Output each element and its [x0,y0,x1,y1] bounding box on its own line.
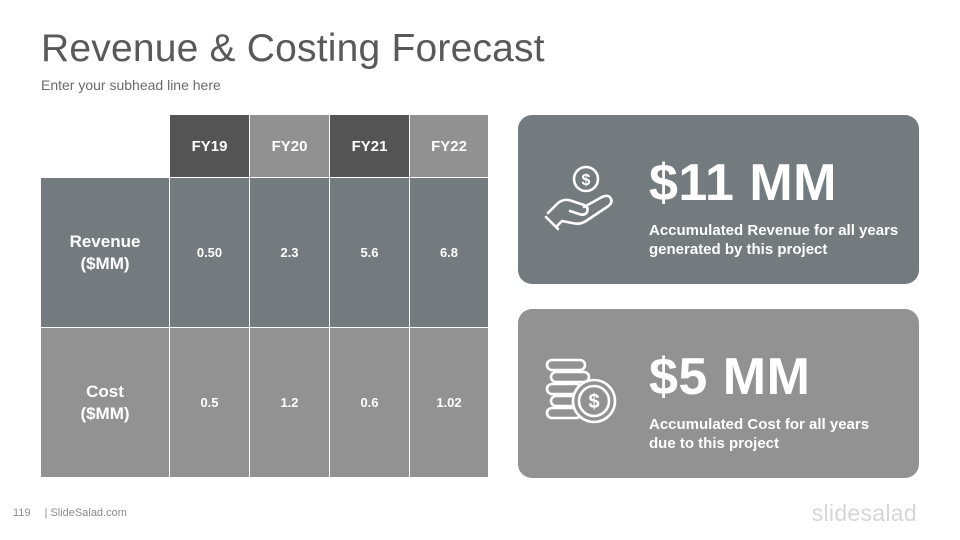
row-header-cost: Cost ($MM) [41,328,169,477]
column-header-fy21: FY21 [330,115,409,177]
row-header-revenue: Revenue ($MM) [41,178,169,327]
brand-logo: slidesalad [811,500,917,526]
svg-text:$: $ [588,391,599,413]
footer: 119 | SlideSalad.com [13,507,127,519]
column-header-fy22: FY22 [410,115,488,177]
page-number: 119 [13,507,31,519]
table-cell-cost-fy20: 1.2 [250,328,329,477]
hand-coin-icon: $ [544,165,613,231]
column-header-fy20: FY20 [250,115,329,177]
footer-site-link: | SlideSalad.com [44,507,127,519]
coin-stack-icon: $ [545,358,617,424]
table-cell-revenue-fy21: 5.6 [330,178,409,327]
table-cell-revenue-fy20: 2.3 [250,178,329,327]
table-cell-revenue-fy22: 6.8 [410,178,488,327]
cost-total-description: Accumulated Cost for all years due to th… [649,416,870,452]
cost-summary-card: $ $5 MM Accumulated Cost for all years d… [518,309,919,478]
table-cell-revenue-fy19: 0.50 [170,178,249,327]
revenue-total-description: Accumulated Revenue for all years genera… [649,222,899,258]
table-cell-cost-fy22: 1.02 [410,328,488,477]
revenue-total-value: $11 MM [649,154,837,212]
table-cell-cost-fy19: 0.5 [170,328,249,477]
cost-total-value: $5 MM [649,348,811,406]
table-cell-cost-fy21: 0.6 [330,328,409,477]
page-subhead: Enter your subhead line here [41,77,221,93]
page-title: Revenue & Costing Forecast [41,27,545,70]
svg-text:$: $ [582,172,591,189]
column-header-fy19: FY19 [170,115,249,177]
revenue-summary-card: $ $11 MM Accumulated Revenue for all yea… [518,115,919,284]
